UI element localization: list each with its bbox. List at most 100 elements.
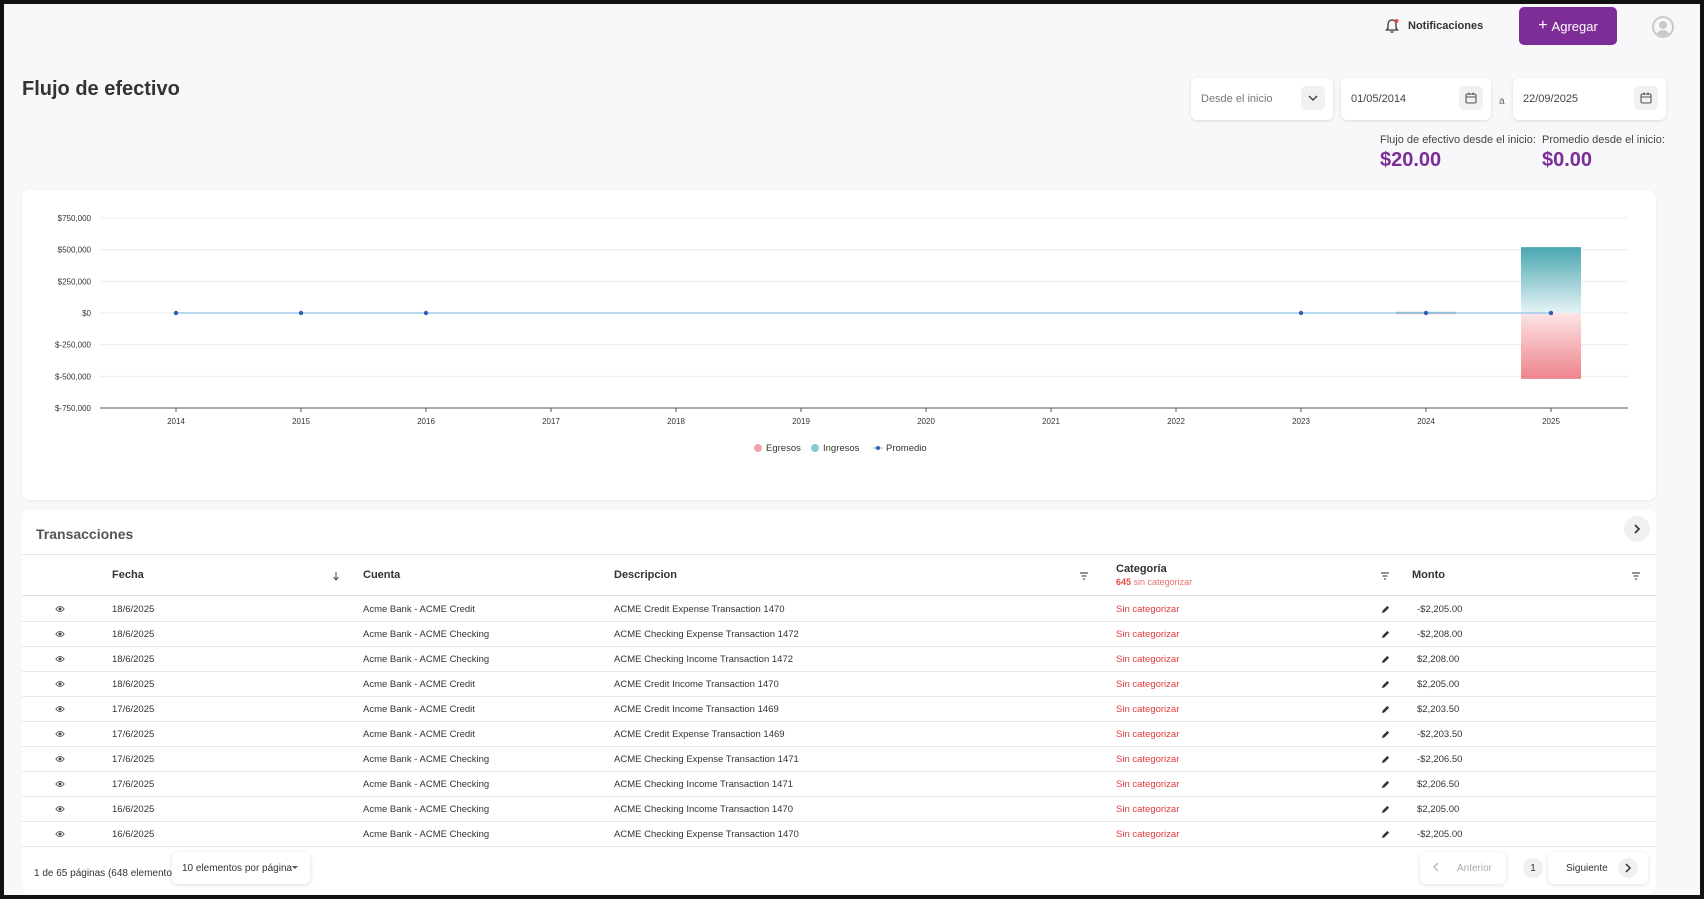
x-tick-label: 2023 (1292, 417, 1310, 426)
column-date[interactable]: Fecha (112, 569, 144, 581)
pencil-icon[interactable] (1381, 830, 1390, 839)
uncategorized-count: 645 sin categorizar (1116, 577, 1193, 587)
row-amount: -$2,208.00 (1417, 629, 1463, 640)
table-row[interactable]: 18/6/2025 Acme Bank - ACME Checking ACME C… (22, 622, 1656, 647)
per-page-select[interactable]: 10 elementos por página (172, 852, 310, 884)
eye-icon[interactable] (55, 679, 65, 689)
column-description[interactable]: Descripcion (614, 569, 677, 581)
row-date: 17/6/2025 (112, 754, 155, 765)
row-description: ACME Checking Expense Transaction 1470 (614, 829, 799, 840)
row-category[interactable]: Sin categorizar (1116, 754, 1180, 765)
table-row[interactable]: 17/6/2025 Acme Bank - ACME Checking ACME C… (22, 747, 1656, 772)
row-account: Acme Bank - ACME Checking (363, 829, 490, 840)
legend-swatch (876, 446, 880, 450)
top-bar: Notificaciones + Agregar (4, 4, 1700, 52)
table-row[interactable]: 16/6/2025 Acme Bank - ACME Checking ACME C… (22, 797, 1656, 822)
date-to-field[interactable]: 22/09/2025 (1513, 78, 1666, 120)
eye-icon[interactable] (55, 804, 65, 814)
pencil-icon[interactable] (1381, 705, 1390, 714)
row-category[interactable]: Sin categorizar (1116, 804, 1180, 815)
row-date: 18/6/2025 (112, 629, 155, 640)
column-amount[interactable]: Monto (1412, 569, 1445, 581)
pencil-icon[interactable] (1381, 805, 1390, 814)
table-row[interactable]: 17/6/2025 Acme Bank - ACME Checking ACME C… (22, 772, 1656, 797)
transactions-expand-button[interactable] (1624, 516, 1650, 542)
date-from-field[interactable]: 01/05/2014 (1341, 78, 1491, 120)
table-row[interactable]: 18/6/2025 Acme Bank - ACME Credit ACME Cre… (22, 597, 1656, 622)
row-date: 18/6/2025 (112, 654, 155, 665)
eye-icon[interactable] (55, 604, 65, 614)
eye-icon[interactable] (55, 629, 65, 639)
pencil-icon[interactable] (1381, 680, 1390, 689)
add-button-label: Agregar (1551, 18, 1598, 34)
eye-icon[interactable] (55, 729, 65, 739)
previous-page-button[interactable]: Anterior (1420, 852, 1506, 884)
transactions-card: Transacciones Fecha Cuenta Descripcion C… (22, 510, 1656, 894)
legend-swatch (811, 444, 819, 452)
calendar-icon[interactable] (1634, 86, 1658, 110)
period-select[interactable]: Desde el inicio (1191, 78, 1333, 120)
filter-icon[interactable] (1380, 572, 1390, 580)
table-row[interactable]: 17/6/2025 Acme Bank - ACME Credit ACME Cre… (22, 722, 1656, 747)
eye-icon[interactable] (55, 829, 65, 839)
row-account: Acme Bank - ACME Checking (363, 754, 490, 765)
row-category[interactable]: Sin categorizar (1116, 654, 1180, 665)
cashflow-chart-card: $750,000 $500,000 $250,000 $0 $-250,000 $-500… (22, 190, 1656, 500)
column-category[interactable]: Categoría (1116, 563, 1167, 575)
sort-down-icon[interactable] (332, 571, 340, 581)
filter-icon[interactable] (1079, 572, 1089, 580)
table-row[interactable]: 18/6/2025 Acme Bank - ACME Credit ACME Cre… (22, 672, 1656, 697)
row-category[interactable]: Sin categorizar (1116, 704, 1180, 715)
legend-label: Ingresos (823, 443, 860, 454)
chevron-left-icon (1432, 862, 1439, 872)
row-category[interactable]: Sin categorizar (1116, 829, 1180, 840)
cashflow-value: $20.00 (1380, 149, 1442, 171)
user-avatar-icon[interactable] (1652, 16, 1674, 38)
row-category[interactable]: Sin categorizar (1116, 679, 1180, 690)
row-category[interactable]: Sin categorizar (1116, 604, 1180, 615)
average-point (423, 310, 429, 316)
notifications-button[interactable]: Notificaciones (1384, 18, 1483, 34)
column-account[interactable]: Cuenta (363, 569, 401, 581)
row-description: ACME Checking Income Transaction 1470 (614, 804, 794, 815)
eye-icon[interactable] (55, 754, 65, 764)
average-point (173, 310, 179, 316)
eye-icon[interactable] (55, 704, 65, 714)
row-category[interactable]: Sin categorizar (1116, 729, 1180, 740)
next-page-button[interactable]: Siguiente (1548, 852, 1648, 884)
pencil-icon[interactable] (1381, 755, 1390, 764)
average-label: Promedio desde el inicio: (1542, 134, 1665, 146)
y-tick-label: $-750,000 (55, 404, 92, 413)
average-point (1423, 310, 1429, 316)
table-row[interactable]: 16/6/2025 Acme Bank - ACME Checking ACME C… (22, 822, 1656, 847)
row-description: ACME Checking Income Transaction 1471 (614, 779, 794, 790)
row-account: Acme Bank - ACME Credit (363, 679, 475, 690)
row-category[interactable]: Sin categorizar (1116, 629, 1180, 640)
pencil-icon[interactable] (1381, 780, 1390, 789)
eye-icon[interactable] (55, 654, 65, 664)
filter-icon[interactable] (1631, 572, 1641, 580)
row-amount: -$2,205.00 (1417, 829, 1463, 840)
row-description: ACME Checking Expense Transaction 1472 (614, 629, 799, 640)
x-tick-label: 2019 (792, 417, 810, 426)
calendar-icon[interactable] (1459, 86, 1483, 110)
pencil-icon[interactable] (1381, 655, 1390, 664)
chevron-right-icon (1618, 858, 1638, 878)
eye-icon[interactable] (55, 779, 65, 789)
row-date: 16/6/2025 (112, 829, 155, 840)
row-account: Acme Bank - ACME Checking (363, 629, 490, 640)
average-point (1298, 310, 1304, 316)
pencil-icon[interactable] (1381, 630, 1390, 639)
row-amount: $2,203.50 (1417, 704, 1460, 715)
legend-label: Promedio (886, 443, 927, 454)
pencil-icon[interactable] (1381, 605, 1390, 614)
row-category[interactable]: Sin categorizar (1116, 779, 1180, 790)
current-page[interactable]: 1 (1523, 858, 1543, 878)
table-row[interactable]: 18/6/2025 Acme Bank - ACME Checking ACME C… (22, 647, 1656, 672)
date-range-separator: a (1499, 96, 1505, 107)
chevron-right-icon (1634, 524, 1641, 534)
table-row[interactable]: 17/6/2025 Acme Bank - ACME Credit ACME Cre… (22, 697, 1656, 722)
add-button[interactable]: + Agregar (1519, 7, 1617, 45)
pencil-icon[interactable] (1381, 730, 1390, 739)
row-amount: $2,205.00 (1417, 679, 1460, 690)
